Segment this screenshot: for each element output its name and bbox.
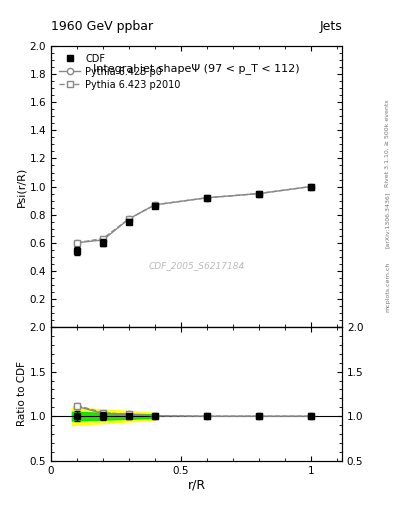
Pythia 6.423 p0: [152, 202, 157, 208]
Legend: CDF, Pythia 6.423 p0, Pythia 6.423 p2010: CDF, Pythia 6.423 p0, Pythia 6.423 p2010: [56, 51, 184, 93]
Pythia 6.423 p2010: [75, 240, 79, 246]
Pythia 6.423 p2010: [127, 216, 131, 222]
Pythia 6.423 p0: [309, 183, 313, 189]
Pythia 6.423 p2010: [101, 236, 105, 242]
Text: CDF_2005_S6217184: CDF_2005_S6217184: [149, 261, 244, 270]
Line: Pythia 6.423 p0: Pythia 6.423 p0: [74, 183, 314, 246]
Pythia 6.423 p2010: [152, 202, 157, 208]
Text: Rivet 3.1.10, ≥ 500k events: Rivet 3.1.10, ≥ 500k events: [385, 99, 390, 187]
Text: Jets: Jets: [319, 20, 342, 33]
Pythia 6.423 p2010: [204, 195, 209, 201]
Y-axis label: Ratio to CDF: Ratio to CDF: [17, 361, 27, 426]
Pythia 6.423 p0: [257, 190, 261, 197]
Y-axis label: Psi(r/R): Psi(r/R): [17, 166, 27, 207]
Text: [arXiv:1306.3436]: [arXiv:1306.3436]: [385, 192, 390, 248]
Line: Pythia 6.423 p2010: Pythia 6.423 p2010: [74, 183, 314, 246]
X-axis label: r/R: r/R: [187, 478, 206, 492]
Text: Integral jet shapeΨ (97 < p_T < 112): Integral jet shapeΨ (97 < p_T < 112): [93, 63, 300, 74]
Pythia 6.423 p0: [75, 240, 79, 246]
Pythia 6.423 p0: [204, 195, 209, 201]
Pythia 6.423 p0: [127, 216, 131, 222]
Pythia 6.423 p2010: [309, 183, 313, 189]
Pythia 6.423 p2010: [257, 190, 261, 197]
Pythia 6.423 p0: [101, 237, 105, 243]
Text: mcplots.cern.ch: mcplots.cern.ch: [385, 262, 390, 312]
Text: 1960 GeV ppbar: 1960 GeV ppbar: [51, 20, 153, 33]
